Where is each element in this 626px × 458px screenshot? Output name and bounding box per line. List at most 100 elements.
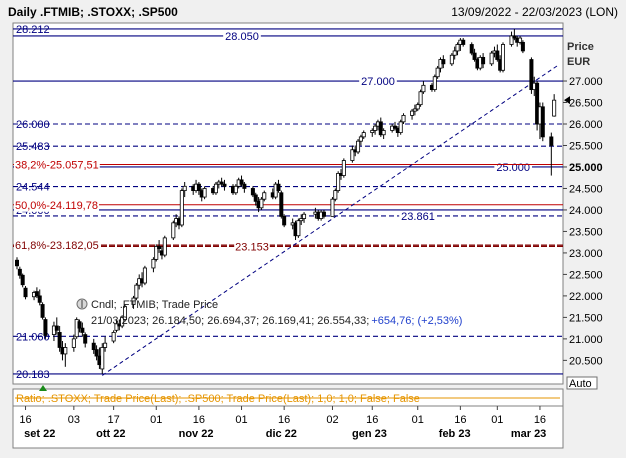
level-label: 28.050 xyxy=(225,31,259,43)
candle xyxy=(410,108,415,120)
candle xyxy=(520,40,525,54)
date-tick-label: 01 xyxy=(235,414,247,426)
candle-body xyxy=(17,268,22,276)
candle-body xyxy=(418,91,423,106)
date-tick-label: 16 xyxy=(454,414,466,426)
date-tick-label: 01 xyxy=(150,414,162,426)
date-tick-label: 01 xyxy=(412,414,424,426)
candle-body xyxy=(282,215,287,226)
candle xyxy=(162,235,167,258)
candle xyxy=(333,188,338,202)
date-tick-label: 16 xyxy=(366,414,378,426)
legend-ohlc: 21/03/2023; 26.184,50; 26.694,37; 26.169… xyxy=(91,315,369,327)
candle-body xyxy=(381,130,386,136)
price-tick-label: 20.500 xyxy=(569,355,603,367)
candle xyxy=(219,177,224,187)
candle xyxy=(518,35,523,45)
candle xyxy=(40,302,45,320)
candle-body xyxy=(330,198,335,217)
candle xyxy=(549,132,554,176)
candle-body xyxy=(449,54,454,65)
candle-body xyxy=(63,347,68,355)
level-label-bg xyxy=(223,30,261,43)
candle-body xyxy=(179,190,184,226)
price-tick-label: 22.500 xyxy=(569,269,603,281)
month-label: ott 22 xyxy=(96,428,125,440)
candle xyxy=(495,44,500,62)
candle-body xyxy=(233,185,238,194)
auto-scale-label: Auto xyxy=(569,378,592,390)
legend-change: +654,76; (+2,53%) xyxy=(371,315,462,327)
candle-body xyxy=(259,198,264,209)
candle xyxy=(111,330,116,344)
candle xyxy=(279,190,284,219)
candle-body xyxy=(549,136,554,146)
month-label: nov 22 xyxy=(179,428,214,440)
candle xyxy=(157,240,162,253)
fibonacci-label: 61,8%-23.182,05 xyxy=(15,240,99,252)
candle xyxy=(80,322,85,337)
candle xyxy=(17,266,22,279)
fibonacci-label-bg xyxy=(14,159,100,172)
candle xyxy=(356,139,361,155)
plot-area xyxy=(12,22,564,385)
candle xyxy=(63,343,68,367)
candle xyxy=(435,65,440,79)
candle-body xyxy=(356,140,361,153)
candle-body xyxy=(421,84,426,93)
fibonacci-label-bg xyxy=(234,241,270,254)
price-axis: Price EUR 20.500 21.000 21.500 22.000 22.500 23… xyxy=(563,41,603,390)
candle-body xyxy=(435,67,440,78)
candle xyxy=(512,28,517,41)
fibonacci-layer: 38,2%-25.057,51 50,0%-24.119,78 61,8%-23.1… xyxy=(13,159,563,254)
candle-body xyxy=(410,110,415,116)
candle-body xyxy=(321,211,326,217)
candle xyxy=(552,94,557,117)
candle xyxy=(336,171,341,193)
candle xyxy=(242,182,247,193)
level-label: 24.544 xyxy=(16,182,50,194)
price-tick-label: 26.000 xyxy=(569,119,603,131)
candle-body xyxy=(412,108,417,112)
candle xyxy=(535,81,540,131)
candle xyxy=(114,319,119,333)
candle-body xyxy=(520,41,525,52)
candle-body xyxy=(213,183,218,194)
auto-scale-button xyxy=(566,376,598,390)
candle xyxy=(381,128,386,140)
candle xyxy=(330,197,335,217)
candle xyxy=(14,257,19,270)
candle-body xyxy=(378,121,383,136)
candle xyxy=(321,209,326,219)
candle xyxy=(259,197,264,210)
candle-body xyxy=(341,160,346,176)
price-tick-label: 23.500 xyxy=(569,226,603,238)
candle xyxy=(441,55,446,69)
fibonacci-label-bg xyxy=(14,240,100,253)
candle xyxy=(196,182,201,195)
level-label: 20.183 xyxy=(16,369,50,381)
candle-body xyxy=(518,37,523,43)
candle-body xyxy=(401,114,406,123)
candle xyxy=(299,214,304,225)
candle xyxy=(131,295,136,309)
candle-body xyxy=(94,349,99,357)
date-axis-area xyxy=(12,405,564,449)
candle-body xyxy=(432,76,437,91)
candle-body xyxy=(262,192,267,200)
price-tick-label: 27.000 xyxy=(569,76,603,88)
date-axis: 16 03 17 01 16 01 16 02 16 01 16 01 16 set 22 ott 22 no… xyxy=(19,406,546,440)
candle xyxy=(392,121,397,131)
candle-body xyxy=(222,183,227,187)
candle-body xyxy=(131,297,136,305)
level-label: 23.861 xyxy=(401,211,435,223)
date-tick-label: 16 xyxy=(534,414,546,426)
candle-body xyxy=(171,222,176,239)
candle-body xyxy=(242,183,247,189)
candle-body xyxy=(489,52,494,65)
candle-body xyxy=(296,220,301,237)
candle-body xyxy=(540,106,545,138)
price-tick-label: 26.500 xyxy=(569,98,603,110)
price-chart[interactable]: 28.212 28.050 27.000 26.000 25.483 25.000 24.5… xyxy=(0,22,626,458)
candle xyxy=(418,89,423,107)
